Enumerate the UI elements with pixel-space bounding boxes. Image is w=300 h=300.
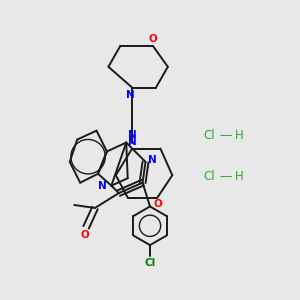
Text: N: N [128, 130, 136, 140]
Text: O: O [148, 34, 157, 44]
Text: N: N [128, 137, 136, 147]
Text: O: O [80, 230, 89, 240]
Text: N: N [126, 90, 135, 100]
Text: N: N [98, 181, 107, 191]
Text: H: H [235, 129, 244, 142]
Text: O: O [153, 199, 162, 209]
Text: Cl: Cl [203, 170, 215, 183]
Text: Cl: Cl [144, 259, 156, 269]
Text: N: N [148, 155, 157, 165]
Text: H: H [235, 170, 244, 183]
Text: Cl: Cl [203, 129, 215, 142]
Text: —: — [220, 170, 232, 183]
Text: —: — [220, 129, 232, 142]
